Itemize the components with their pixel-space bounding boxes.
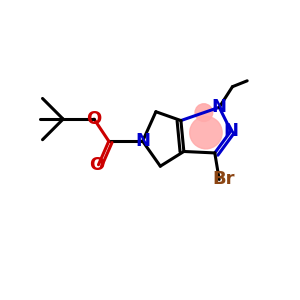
Circle shape [195,104,213,122]
Text: N: N [212,98,227,116]
Circle shape [190,116,222,149]
Text: O: O [89,156,104,174]
Text: Br: Br [212,170,235,188]
Text: N: N [135,132,150,150]
Text: N: N [224,122,238,140]
Text: O: O [86,110,102,128]
